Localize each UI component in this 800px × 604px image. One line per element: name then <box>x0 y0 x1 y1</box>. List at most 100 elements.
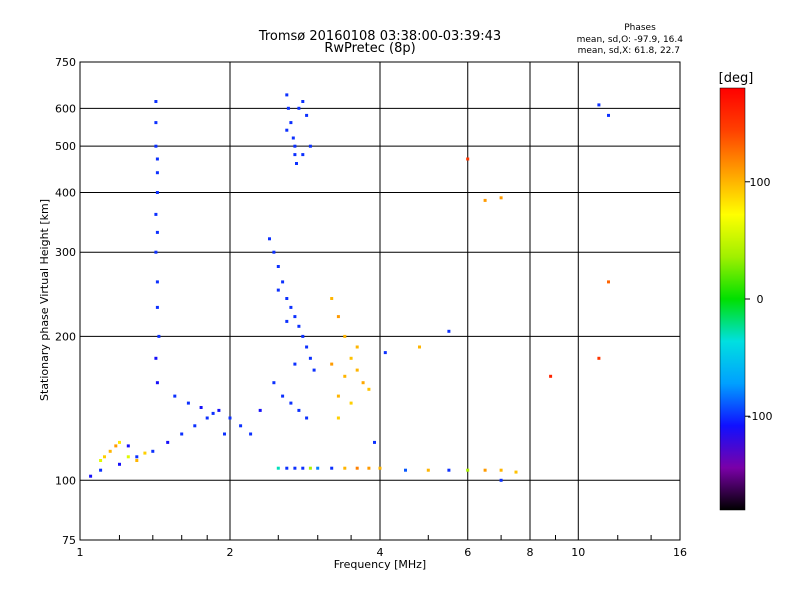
data-point <box>155 305 159 309</box>
y-tick-label: 600 <box>55 102 76 115</box>
chart-title: Tromsø 20160108 03:38:00-03:39:43 <box>258 29 501 44</box>
data-point <box>285 93 289 97</box>
data-point <box>217 408 221 412</box>
data-point <box>154 121 158 125</box>
data-point <box>289 121 293 125</box>
data-point <box>268 237 271 241</box>
phases-line-o: mean, sd,O: -97.9, 16.4 <box>577 35 684 45</box>
data-point <box>336 394 340 398</box>
data-point <box>143 451 147 455</box>
data-point <box>285 297 289 300</box>
data-point <box>308 356 312 360</box>
colorbar <box>719 87 746 511</box>
data-point <box>193 424 197 428</box>
data-point <box>426 468 430 472</box>
data-point <box>155 280 159 284</box>
data-point <box>281 280 285 284</box>
y-tick-label: 100 <box>55 474 76 487</box>
data-point <box>289 305 293 309</box>
data-point <box>549 374 553 378</box>
x-tick-label: 6 <box>464 546 471 559</box>
x-tick-label: 4 <box>377 546 384 559</box>
data-point <box>301 153 305 157</box>
chart-subtitle: RwPretec (8p) <box>324 41 415 56</box>
data-point <box>373 440 376 444</box>
y-tick-label: 750 <box>55 56 76 69</box>
data-point <box>305 345 309 349</box>
data-point <box>308 144 312 148</box>
data-point <box>293 315 297 319</box>
data-point <box>180 432 184 436</box>
data-point <box>285 466 289 470</box>
data-point <box>258 408 262 412</box>
data-point <box>89 474 93 478</box>
data-point <box>367 387 371 391</box>
data-points <box>89 93 610 482</box>
data-point <box>336 416 340 420</box>
data-point <box>361 381 365 385</box>
data-point <box>289 401 293 405</box>
data-point <box>155 171 159 175</box>
phases-line-x: mean, sd,X: 61.8, 22.7 <box>578 46 680 56</box>
data-point <box>186 401 190 405</box>
data-point <box>223 432 226 436</box>
colorbar-label: [deg] <box>719 71 754 86</box>
data-point <box>499 468 503 472</box>
data-point <box>447 329 451 333</box>
data-point <box>285 319 289 323</box>
data-point <box>285 128 289 132</box>
data-point <box>404 468 407 472</box>
data-point <box>118 462 121 466</box>
y-axis-ticks: 75 100 200 300 400 500 600 750 <box>55 56 76 547</box>
data-point <box>293 144 297 148</box>
data-point <box>272 250 276 254</box>
data-point <box>367 466 371 470</box>
data-point <box>597 103 601 107</box>
data-point <box>286 106 290 110</box>
data-point <box>336 315 340 319</box>
y-tick-label: 300 <box>55 246 76 259</box>
data-point <box>301 334 305 338</box>
data-point <box>301 100 305 103</box>
data-point <box>276 466 280 470</box>
data-point <box>312 368 316 372</box>
data-point <box>154 144 158 148</box>
data-point <box>607 113 610 117</box>
data-point <box>155 230 159 234</box>
colorbar-ticks: 100 0 -100 <box>745 176 772 423</box>
data-point <box>99 459 103 462</box>
y-axis-label: Stationary phase Virtual Height [km] <box>38 199 51 401</box>
data-point <box>483 468 487 472</box>
data-point <box>293 362 297 366</box>
data-point <box>466 468 470 472</box>
x-tick-label: 8 <box>527 546 534 559</box>
data-point <box>378 466 382 470</box>
data-point <box>330 297 334 300</box>
data-point <box>308 466 312 470</box>
data-point <box>135 455 139 459</box>
data-point <box>301 466 305 470</box>
phases-title: Phases <box>624 23 656 33</box>
data-point <box>291 136 295 140</box>
data-point <box>297 408 301 412</box>
data-point <box>349 401 353 405</box>
data-point <box>418 345 421 349</box>
data-point <box>103 455 106 459</box>
data-point <box>155 381 159 385</box>
data-point <box>151 449 155 453</box>
data-point <box>305 416 309 420</box>
x-axis-label: Frequency [MHz] <box>334 558 426 571</box>
colorbar-tick-label: 0 <box>757 293 764 306</box>
data-point <box>108 449 112 453</box>
y-tick-label: 75 <box>62 534 76 547</box>
data-point <box>330 362 334 366</box>
data-point <box>281 394 285 398</box>
y-tick-label: 200 <box>55 330 76 343</box>
data-point <box>276 288 280 292</box>
data-point <box>239 424 243 428</box>
data-point <box>383 351 387 355</box>
x-tick-label: 16 <box>673 546 687 559</box>
data-point <box>483 198 487 202</box>
data-point <box>211 411 215 415</box>
